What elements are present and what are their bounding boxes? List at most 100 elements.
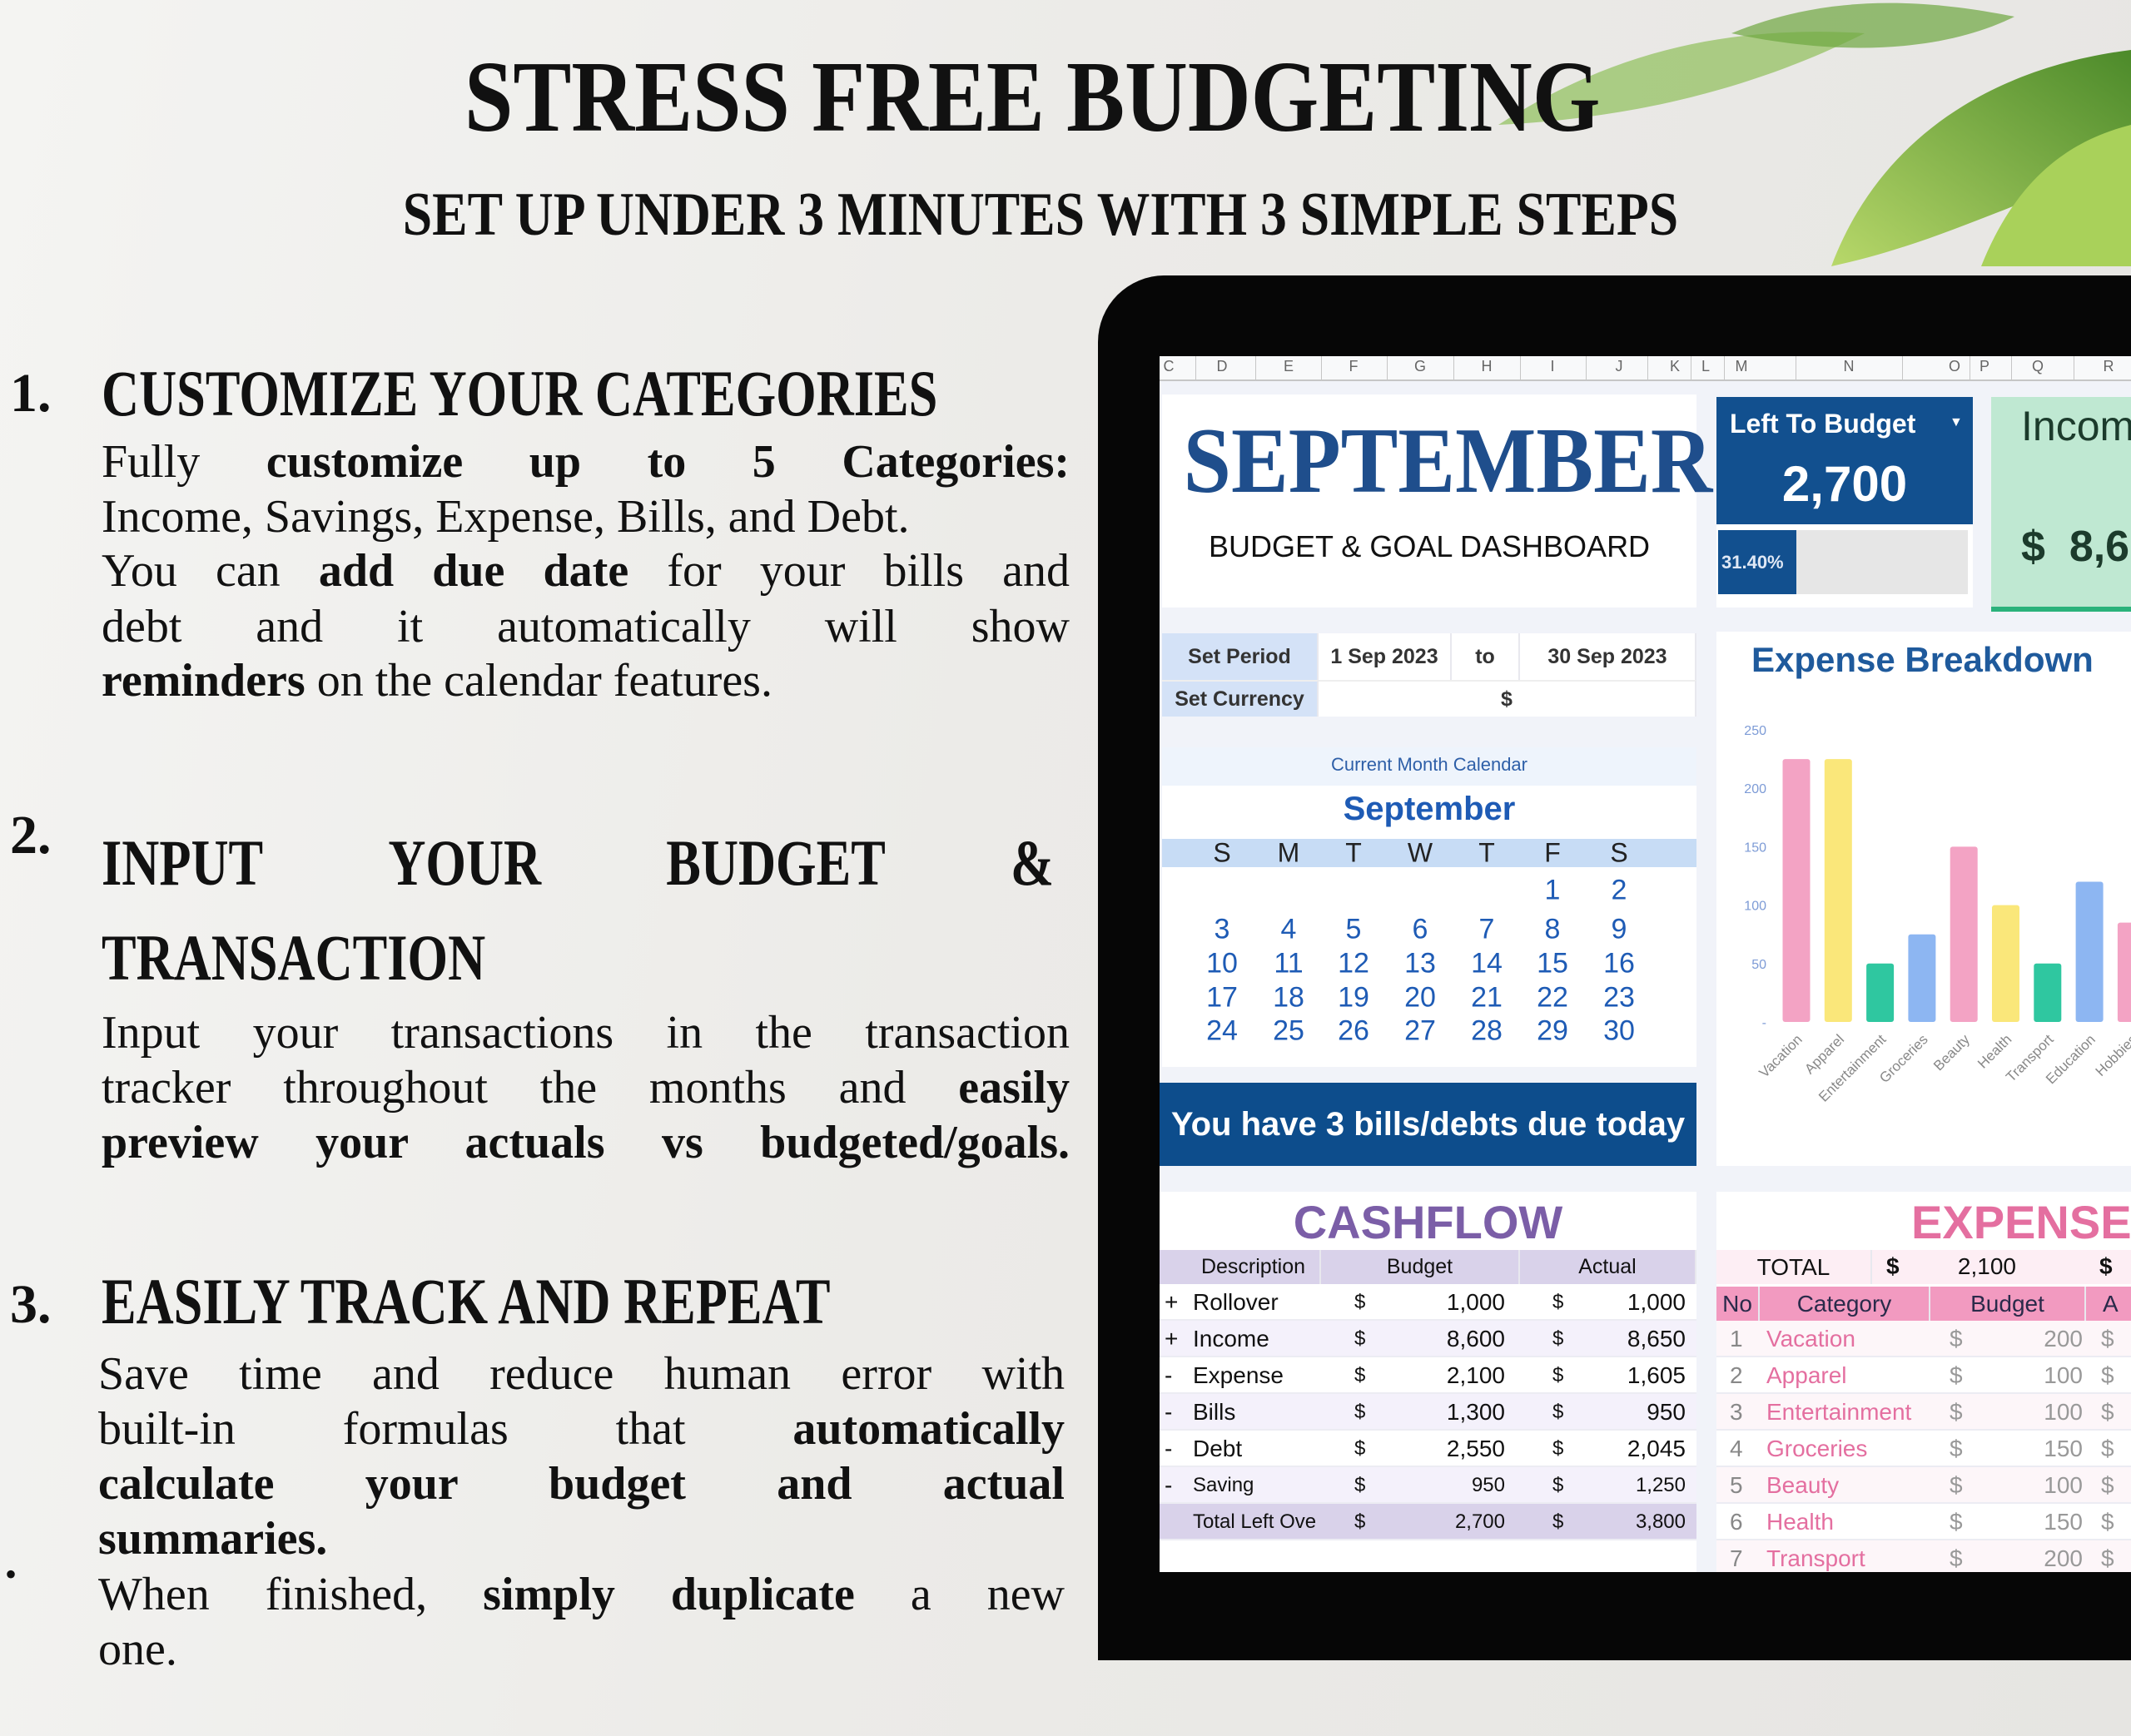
bar-entertainment [1866,963,1895,1022]
calendar-day[interactable]: 8 [1544,913,1561,945]
column-header-C[interactable]: C [1163,358,1175,374]
step-number: 1. [10,363,52,424]
calendar-day[interactable]: 22 [1537,981,1568,1014]
calendar-day[interactable]: 4 [1280,913,1297,945]
bar-transport [2034,963,2062,1022]
total-label: TOTAL [1716,1250,1872,1284]
row-sign: - [1165,1436,1173,1461]
banner-text: You have 3 bills/debts due today [1170,1105,1686,1143]
calendar-day[interactable]: 5 [1345,913,1362,945]
calendar-day[interactable]: 15 [1537,947,1568,980]
column-header-D[interactable]: D [1216,358,1228,374]
calendar-day[interactable]: 11 [1274,947,1304,980]
column-header-R[interactable]: R [2103,358,2114,374]
col-budget: Budget [1321,1250,1520,1284]
total-currency: $ [1886,1253,1900,1279]
column-divider [1453,356,1454,381]
column-header-O[interactable]: O [1948,358,1961,374]
calendar-day[interactable]: 10 [1206,947,1238,980]
calendar-day[interactable]: 18 [1273,981,1304,1014]
column-header-J[interactable]: J [1615,358,1623,374]
row-description: Saving [1193,1474,1254,1496]
calendar-day[interactable]: 23 [1603,981,1635,1014]
step-heading: EASILY TRACK AND REPEAT [102,1265,831,1337]
calendar-day[interactable]: 1 [1544,874,1561,906]
column-header-I[interactable]: I [1550,358,1555,374]
calendar-day[interactable]: 7 [1478,913,1495,945]
weekday-label: S [1610,837,1628,868]
row-category[interactable]: Beauty [1766,1472,1840,1498]
calendar-day[interactable]: 30 [1603,1014,1635,1047]
leaf-decoration [1498,2,2131,266]
column-divider [1902,356,1903,381]
bullet: • [5,1555,17,1593]
column-divider [1387,356,1388,381]
expense-row: 2 Apparel $100 $ [1716,1357,2131,1394]
text-segment: Input your transactions in the transacti… [102,1007,1070,1059]
column-header-E[interactable]: E [1283,358,1294,374]
row-description: Income [1193,1326,1269,1352]
calendar-day[interactable]: 24 [1206,1014,1238,1047]
column-divider [1195,356,1196,381]
row-category[interactable]: Groceries [1766,1436,1868,1461]
cashflow-row: - Bills $1,300 $950 [1160,1394,1696,1431]
y-tick-label: 250 [1744,724,1766,738]
left-to-budget-card[interactable]: Left To Budget ▼ 2,700 [1716,397,1973,524]
row-currency: $ [1552,1401,1564,1423]
row-description: Debt [1193,1436,1243,1461]
row-category[interactable]: Apparel [1766,1362,1847,1388]
column-divider [1520,356,1521,381]
bills-due-banner[interactable]: You have 3 bills/debts due today [1160,1083,1696,1166]
calendar-day[interactable]: 20 [1404,981,1436,1014]
calendar-day[interactable]: 14 [1471,947,1503,980]
step-number: 2. [10,805,52,866]
calendar-day[interactable]: 13 [1404,947,1436,980]
calendar-day[interactable]: 6 [1412,913,1428,945]
row-currency-2: $ [2101,1472,2114,1498]
calendar-day[interactable]: 19 [1338,981,1369,1014]
calendar-day[interactable]: 2 [1611,874,1627,906]
row-category[interactable]: Health [1766,1509,1834,1535]
calendar-day[interactable]: 28 [1471,1014,1503,1047]
calendar-day[interactable]: 27 [1404,1014,1436,1047]
row-actual: 8,650 [1627,1326,1686,1352]
period-start[interactable]: 1 Sep 2023 [1319,633,1452,680]
caret-down-icon[interactable]: ▼ [1950,415,1963,429]
row-category[interactable]: Vacation [1766,1326,1855,1352]
weekday-label: T [1345,837,1362,868]
calendar-day[interactable]: 9 [1611,913,1627,945]
col-description: Description [1187,1250,1321,1284]
row-currency: $ [1950,1509,1963,1535]
calendar-day[interactable]: 3 [1214,913,1230,945]
calendar-day[interactable]: 21 [1471,981,1503,1014]
period-end[interactable]: 30 Sep 2023 [1520,633,1696,680]
column-header-Q[interactable]: Q [2031,358,2044,374]
text-segment: Save time and reduce human error with [98,1348,1065,1400]
calendar-day[interactable]: 29 [1537,1014,1568,1047]
calendar-day[interactable]: 17 [1206,981,1238,1014]
column-header-K[interactable]: K [1669,358,1681,374]
row-category[interactable]: Transport [1766,1545,1865,1571]
column-divider [2011,356,2012,381]
row-sign: - [1165,1362,1173,1388]
weekday-label: F [1544,837,1561,868]
text-segment: calculate your budget and actual [98,1458,1065,1510]
currency-value[interactable]: $ [1319,680,1696,717]
calendar-day[interactable]: 25 [1273,1014,1304,1047]
calendar-day[interactable]: 26 [1338,1014,1369,1047]
column-header-M[interactable]: M [1735,358,1748,374]
calendar-day[interactable]: 12 [1338,947,1369,980]
row-number: 7 [1730,1545,1743,1571]
cashflow-row: + Income $8,600 $8,650 [1160,1321,1696,1357]
expense-row: 4 Groceries $150 $ [1716,1431,2131,1467]
calendar-day[interactable]: 16 [1603,947,1635,980]
text-segment: summaries. [98,1513,328,1565]
weekday-label: S [1213,837,1231,868]
column-header-P[interactable]: P [1979,358,1990,374]
column-header-N[interactable]: N [1843,358,1855,374]
column-header-L[interactable]: L [1701,358,1711,374]
row-category[interactable]: Entertainment [1766,1399,1912,1425]
column-header-F[interactable]: F [1349,358,1359,374]
column-header-G[interactable]: G [1413,358,1427,374]
column-header-H[interactable]: H [1481,358,1493,374]
